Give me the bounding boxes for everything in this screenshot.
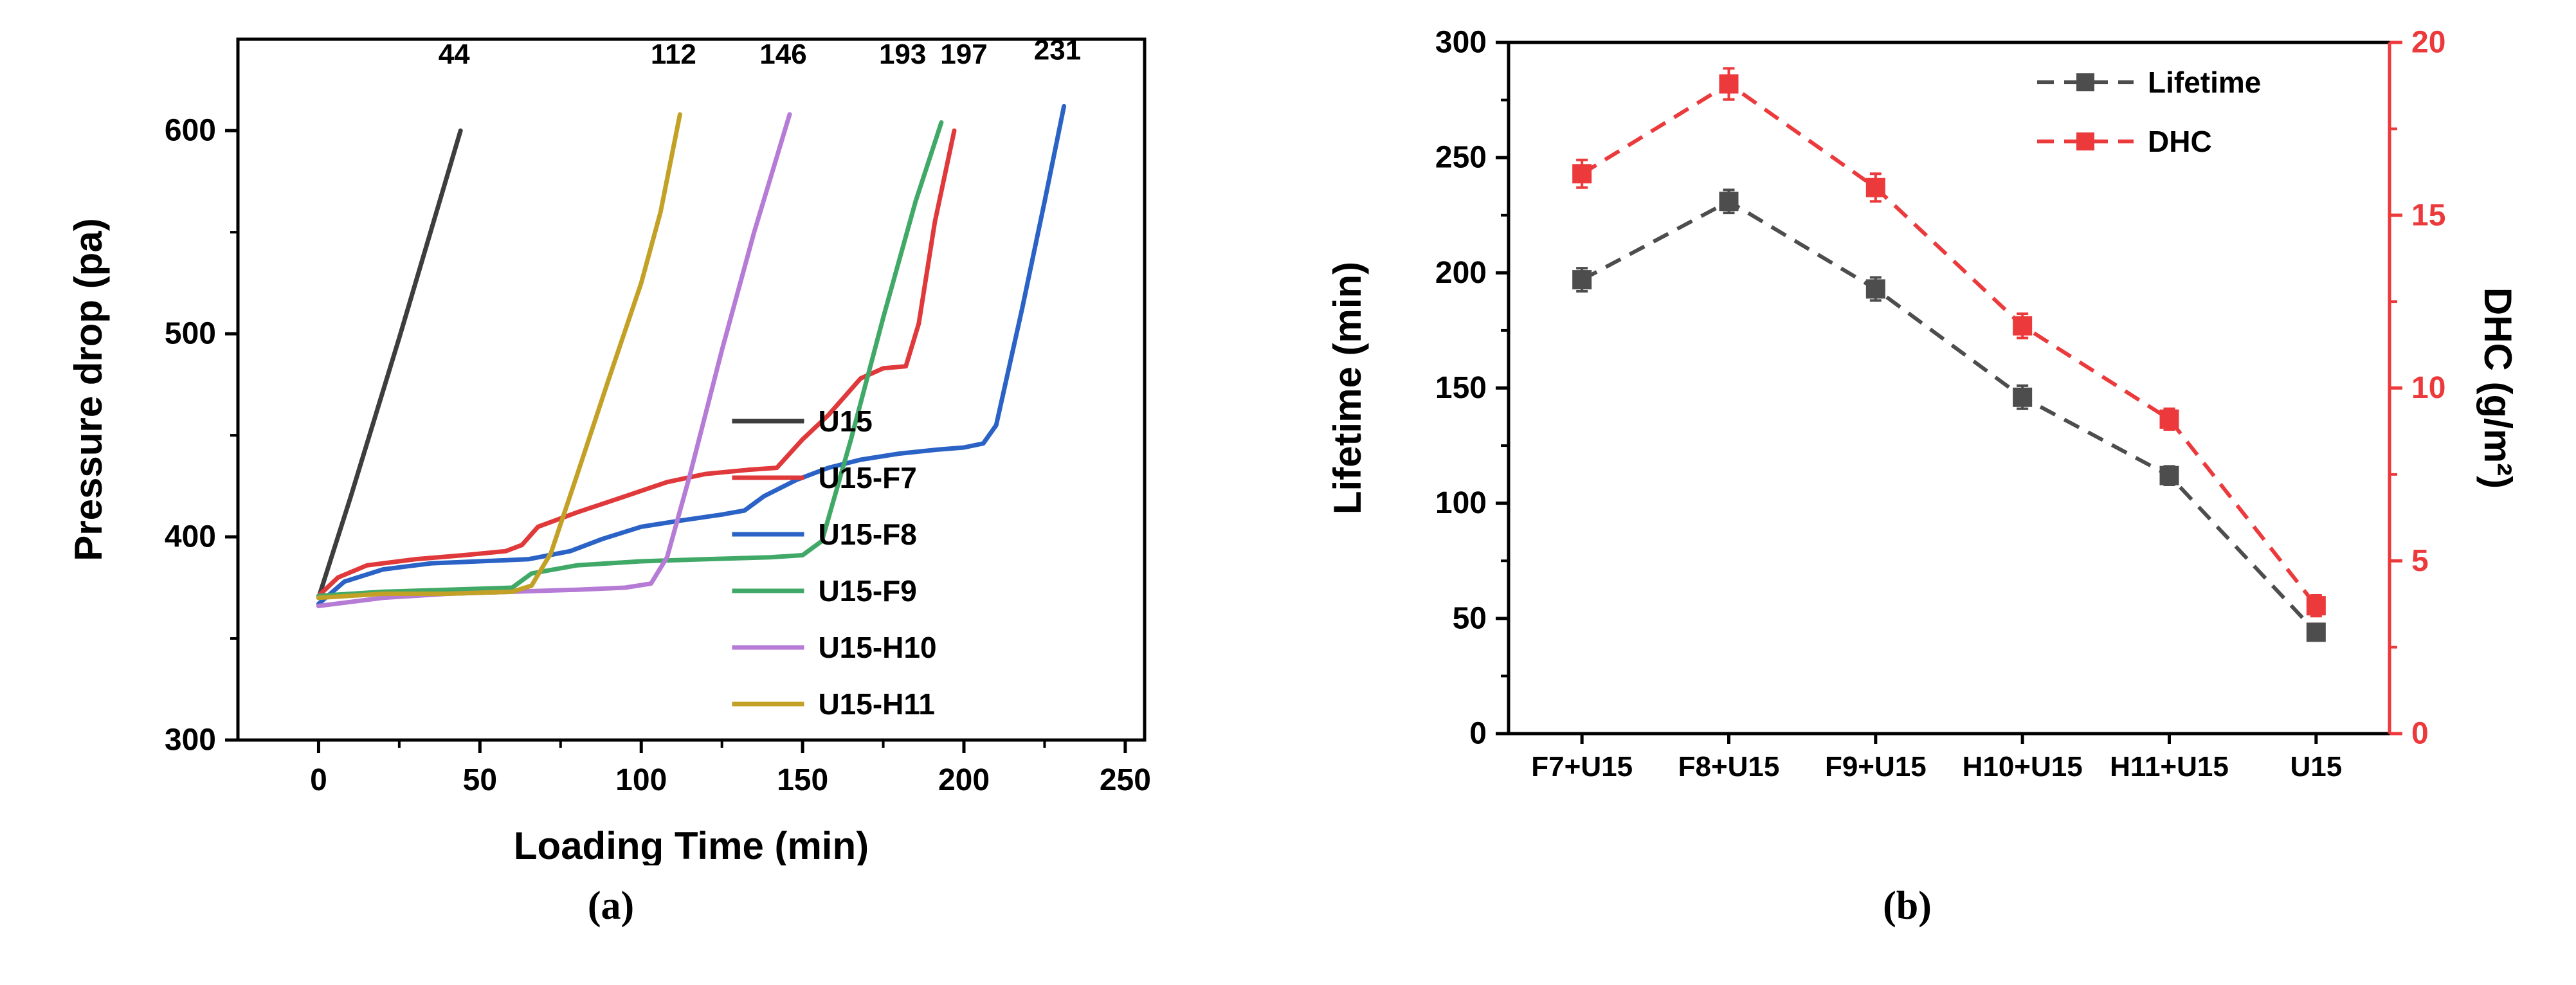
svg-text:F8+U15: F8+U15	[1678, 751, 1780, 782]
caption-a: (a)	[587, 884, 635, 928]
svg-text:200: 200	[1435, 256, 1487, 290]
marker-DHC	[1719, 74, 1739, 94]
svg-text:50: 50	[463, 763, 497, 797]
svg-text:300: 300	[165, 723, 216, 757]
y-axis-label: Pressure drop (pa)	[67, 218, 110, 561]
svg-text:20: 20	[2411, 26, 2445, 60]
svg-text:146: 146	[759, 39, 806, 70]
plot-frame	[236, 37, 1147, 742]
svg-text:150: 150	[1435, 371, 1487, 405]
svg-text:44: 44	[439, 39, 470, 70]
svg-text:400: 400	[165, 520, 216, 554]
left-axis: 0 50 100 150 200 250 300	[1435, 26, 1509, 751]
series-DHC	[1572, 67, 2326, 618]
svg-text:U15: U15	[2290, 751, 2342, 782]
svg-text:100: 100	[1435, 486, 1487, 520]
marker-DHC	[2306, 596, 2326, 616]
svg-text:Lifetime: Lifetime	[2148, 66, 2261, 99]
svg-text:H10+U15: H10+U15	[1963, 751, 2083, 782]
marker-DHC	[1865, 177, 1885, 197]
svg-text:150: 150	[777, 763, 828, 797]
marker-DHC	[2159, 409, 2179, 429]
svg-text:10: 10	[2411, 371, 2445, 405]
svg-text:U15-H11: U15-H11	[818, 687, 935, 721]
svg-text:DHC: DHC	[2148, 125, 2212, 158]
svg-text:300: 300	[1435, 26, 1487, 60]
figure-a: 0 50 100 150 200 250 300 400 500 600 Loading Time …	[45, 10, 1177, 929]
series-U15	[316, 128, 463, 601]
lifetime-dhc-chart: 0 50 100 150 200 250 300 0 5 10 15 20 F7+U15 F8+U15 F9…	[1326, 26, 2518, 783]
svg-text:U15-F8: U15-F8	[818, 518, 916, 551]
series-U15-H11	[316, 112, 682, 601]
figure-b: 0 50 100 150 200 250 300 0 5 10 15 20 F7+U15 F8+U15 F9…	[1296, 10, 2518, 929]
svg-text:250: 250	[1435, 141, 1487, 175]
marker-Lifetime	[1719, 192, 1739, 212]
series-lines	[316, 104, 1067, 608]
svg-text:U15-F7: U15-F7	[818, 461, 916, 494]
svg-text:112: 112	[651, 39, 696, 70]
marker-DHC	[1572, 164, 1592, 184]
svg-text:0: 0	[310, 763, 327, 797]
series-Lifetime	[1572, 188, 2326, 642]
x-axis: 0 50 100 150 200 250	[310, 740, 1151, 797]
svg-text:231: 231	[1034, 35, 1081, 66]
marker-DHC	[2013, 316, 2033, 336]
svg-text:U15-F9: U15-F9	[818, 574, 916, 608]
marker-Lifetime	[2159, 465, 2179, 485]
svg-text:197: 197	[940, 39, 987, 70]
svg-text:250: 250	[1100, 763, 1151, 797]
pressure-drop-chart: 0 50 100 150 200 250 300 400 500 600 Loading Time …	[67, 35, 1151, 865]
endpoint-annotations: 44 112 146 193 197 231	[439, 35, 1082, 70]
legend: U15 U15-F7 U15-F8 U15-F9 U15-H10 U15-H11	[732, 404, 937, 721]
legend: Lifetime DHC	[2037, 66, 2261, 158]
svg-text:15: 15	[2411, 198, 2445, 232]
svg-text:500: 500	[165, 317, 216, 351]
svg-text:600: 600	[165, 114, 216, 148]
svg-text:0: 0	[2411, 717, 2429, 751]
y-axis: 300 400 500 600	[165, 114, 238, 757]
svg-text:5: 5	[2411, 544, 2429, 578]
marker-Lifetime	[2306, 622, 2326, 642]
svg-text:193: 193	[879, 39, 926, 70]
category-axis: F7+U15 F8+U15 F9+U15 H10+U15 H11+U15 U15	[1531, 734, 2342, 782]
marker-Lifetime	[1572, 270, 1592, 290]
caption-b: (b)	[1883, 884, 1932, 928]
right-axis-label: DHC (g/m²)	[2476, 287, 2518, 489]
svg-text:U15: U15	[818, 404, 872, 438]
x-axis-label: Loading Time (min)	[514, 824, 869, 865]
svg-text:F9+U15: F9+U15	[1825, 751, 1927, 782]
series-U15-F9	[316, 120, 944, 599]
left-axis-label: Lifetime (min)	[1326, 262, 1369, 514]
marker-Lifetime	[1865, 279, 1885, 299]
svg-text:U15-H10: U15-H10	[818, 631, 936, 664]
svg-text:100: 100	[615, 763, 667, 797]
series-U15-F7	[316, 128, 957, 599]
svg-text:200: 200	[938, 763, 990, 797]
svg-text:0: 0	[1469, 717, 1487, 751]
series-U15-F8	[316, 104, 1067, 606]
svg-text:H11+U15: H11+U15	[2110, 751, 2229, 782]
right-axis: 0 5 10 15 20	[2390, 26, 2445, 751]
svg-text:50: 50	[1453, 601, 1487, 635]
marker-Lifetime	[2013, 387, 2033, 407]
svg-text:F7+U15: F7+U15	[1531, 751, 1633, 782]
series-U15-H10	[316, 112, 792, 608]
